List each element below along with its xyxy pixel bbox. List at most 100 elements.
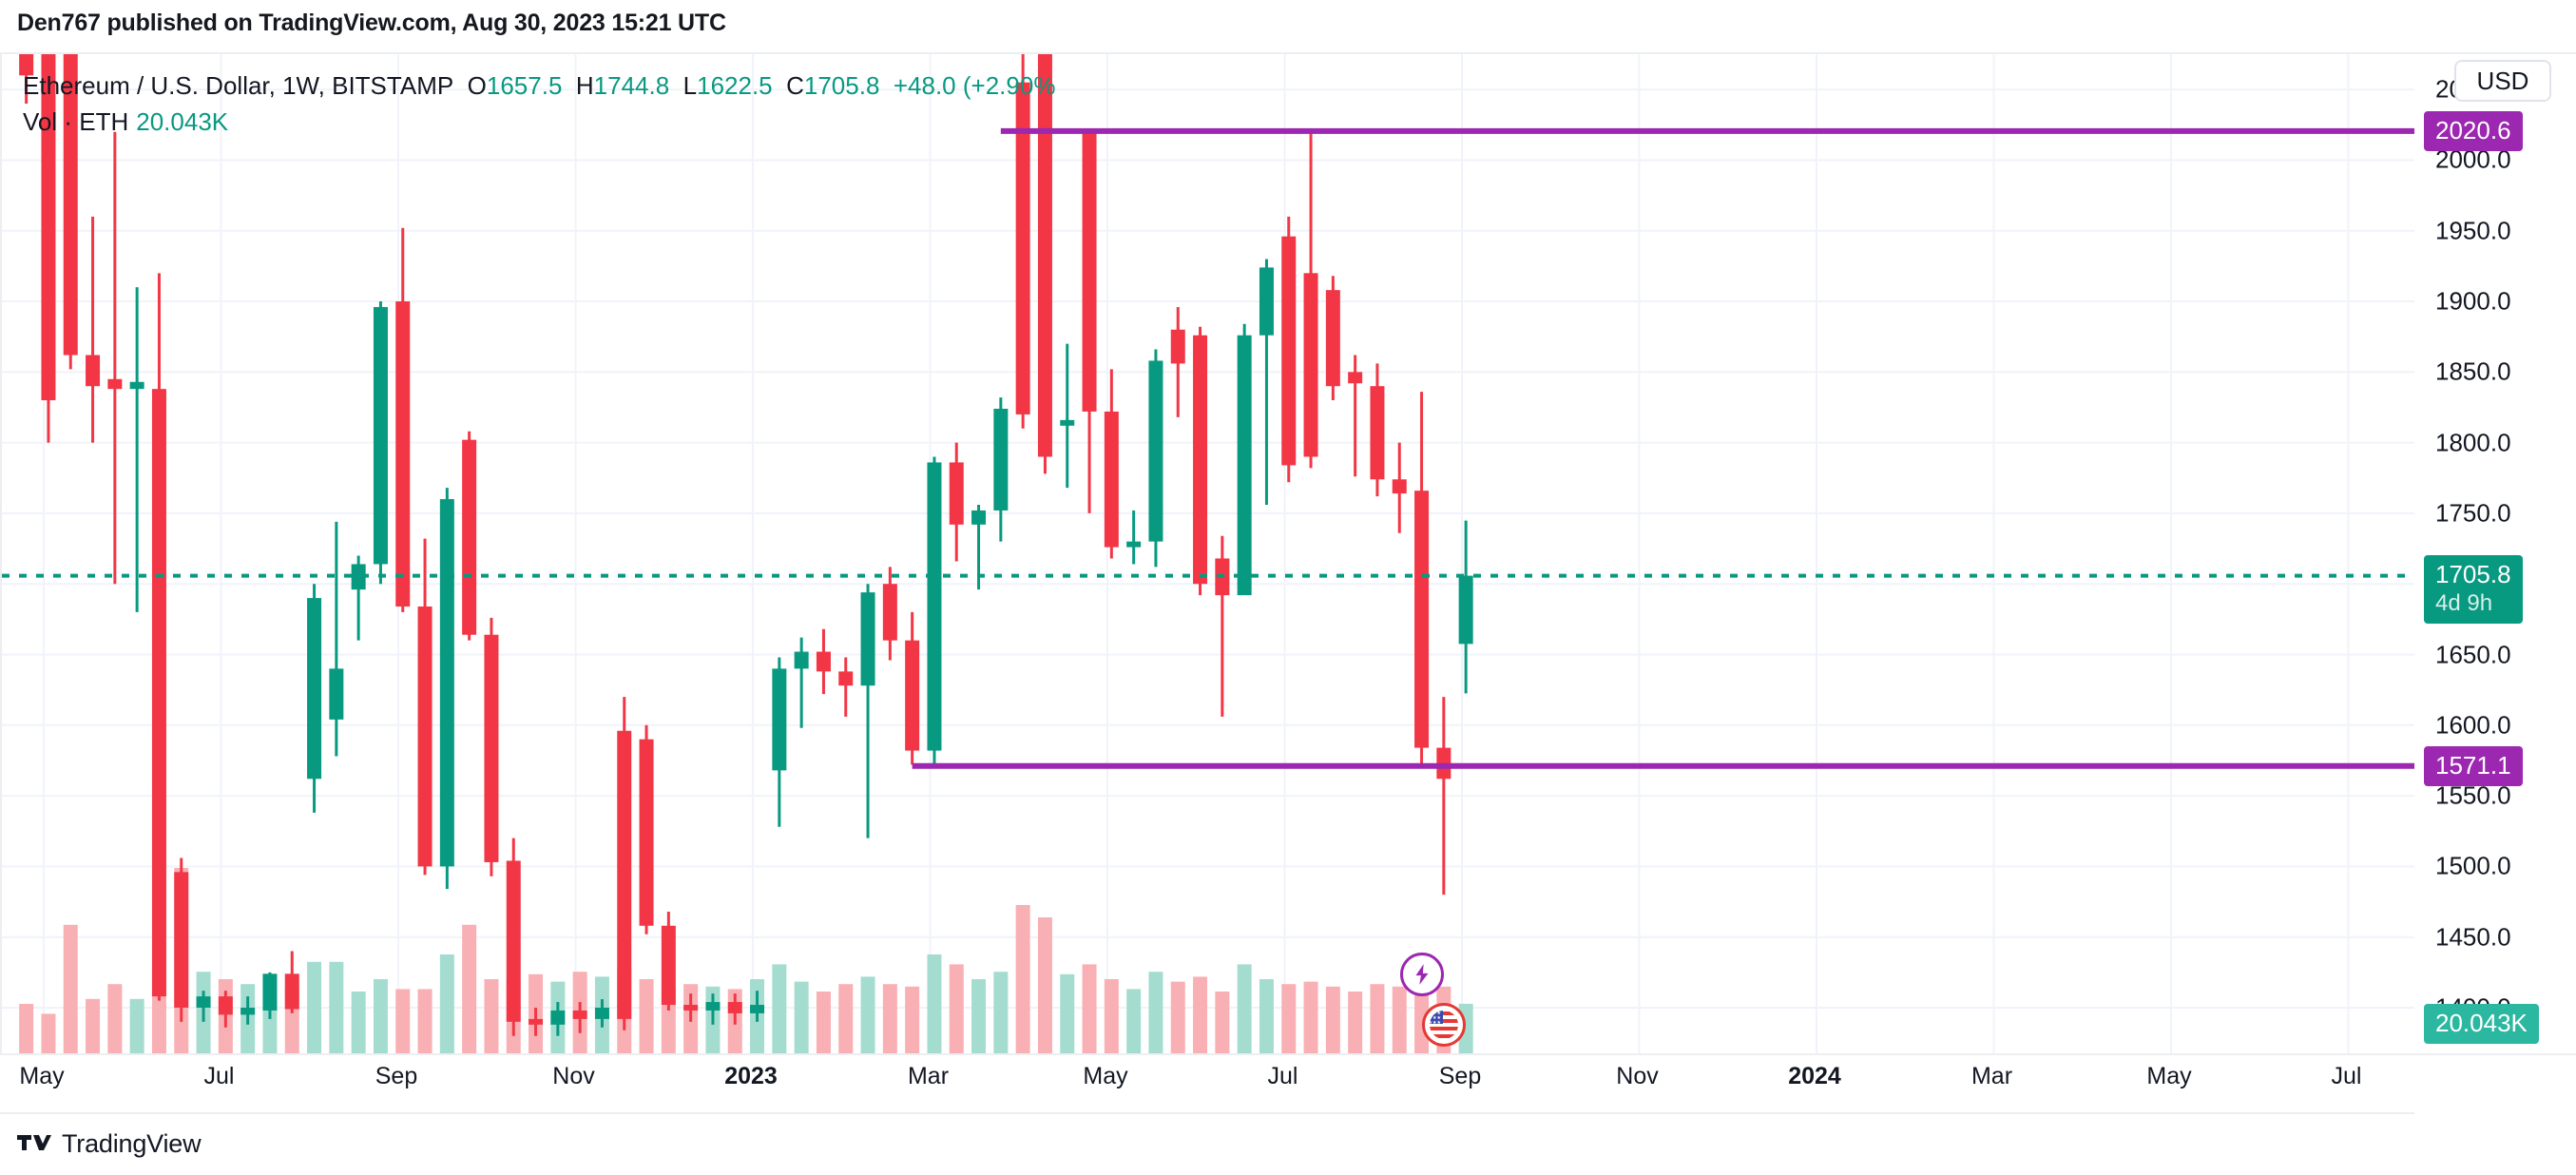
- volume-bar: [927, 954, 942, 1053]
- candle[interactable]: [1414, 392, 1430, 765]
- candle[interactable]: [107, 131, 123, 585]
- candle[interactable]: [506, 838, 521, 1036]
- plot-area[interactable]: Ethereum / U.S. Dollar, 1W, BITSTAMP O16…: [0, 52, 2414, 1055]
- candle[interactable]: [683, 993, 699, 1022]
- resistance-price-pill[interactable]: 2020.6: [2424, 110, 2523, 151]
- candle[interactable]: [750, 991, 765, 1022]
- candle[interactable]: [816, 628, 831, 695]
- candle[interactable]: [262, 972, 278, 1019]
- economic-event-badge[interactable]: ★★★ ★★★ ★★★: [1421, 1003, 1466, 1047]
- candle[interactable]: [129, 287, 144, 612]
- candle[interactable]: [1259, 259, 1274, 506]
- candle[interactable]: [529, 1007, 544, 1036]
- time-tick-label: Jul: [1267, 1063, 1298, 1089]
- candle-body: [462, 439, 477, 635]
- support-price-pill[interactable]: 1571.1: [2424, 745, 2523, 786]
- candle[interactable]: [639, 724, 654, 934]
- candle[interactable]: [705, 993, 721, 1025]
- time-tick-label: Nov: [1616, 1063, 1659, 1089]
- candle[interactable]: [240, 996, 256, 1025]
- candle[interactable]: [927, 456, 942, 765]
- last-price-pill[interactable]: 1705.8 4d 9h: [2424, 554, 2523, 624]
- candle[interactable]: [395, 227, 411, 612]
- candle[interactable]: [1148, 349, 1163, 568]
- candle[interactable]: [1281, 216, 1297, 483]
- candle[interactable]: [417, 538, 433, 876]
- candle[interactable]: [63, 54, 78, 370]
- candle[interactable]: [1126, 510, 1142, 565]
- candle[interactable]: [19, 54, 34, 105]
- candle[interactable]: [794, 637, 809, 728]
- candle-body: [572, 1010, 587, 1019]
- price-tick-label: 1900.0: [2435, 286, 2511, 316]
- candle[interactable]: [284, 951, 299, 1013]
- candle[interactable]: [617, 697, 632, 1031]
- volume-bar: [1126, 989, 1142, 1053]
- candle[interactable]: [1303, 130, 1318, 469]
- candle[interactable]: [1193, 326, 1208, 596]
- candle[interactable]: [1215, 535, 1230, 717]
- time-scale[interactable]: May Jul Sep Nov 2023 Mar May Jul Sep Nov 2024 Mar Ma…: [0, 1055, 2414, 1114]
- candle[interactable]: [1370, 363, 1385, 497]
- volume-value-pill[interactable]: 20.043K: [2424, 1004, 2539, 1044]
- candle-body: [19, 54, 34, 76]
- candle-body: [151, 389, 166, 997]
- candle[interactable]: [439, 488, 454, 890]
- candle[interactable]: [860, 584, 875, 838]
- candle[interactable]: [594, 999, 609, 1028]
- candle[interactable]: [1436, 697, 1451, 896]
- currency-unit-button[interactable]: USD: [2454, 60, 2551, 102]
- candle[interactable]: [86, 216, 101, 443]
- candle[interactable]: [1060, 343, 1075, 489]
- candle[interactable]: [484, 617, 499, 876]
- candle[interactable]: [41, 54, 56, 443]
- candle-body: [794, 651, 809, 669]
- candle[interactable]: [151, 273, 166, 1001]
- volume-bar: [905, 986, 920, 1053]
- candle[interactable]: [462, 431, 477, 641]
- candle-body: [1348, 372, 1363, 384]
- volume-bar: [107, 984, 123, 1053]
- candle[interactable]: [905, 611, 920, 765]
- candle[interactable]: [572, 1002, 587, 1033]
- tradingview-brand[interactable]: TradingView: [17, 1129, 202, 1159]
- price-scale[interactable]: 2050.02000.01950.01900.01850.01800.01750…: [2414, 52, 2576, 1055]
- candle-body: [882, 584, 897, 641]
- candle[interactable]: [351, 555, 366, 641]
- candle[interactable]: [882, 567, 897, 661]
- candle[interactable]: [373, 301, 388, 585]
- time-tick-label: Jul: [203, 1063, 235, 1089]
- candlestick-series[interactable]: [2, 54, 2414, 1055]
- price-tick-label: 1650.0: [2435, 640, 2511, 668]
- candle[interactable]: [1237, 323, 1252, 596]
- volume-bar: [882, 984, 897, 1053]
- candle[interactable]: [550, 1002, 566, 1036]
- candle[interactable]: [1104, 369, 1119, 559]
- candle[interactable]: [218, 991, 233, 1028]
- volume-bar: [949, 964, 964, 1053]
- candle-body: [107, 378, 123, 390]
- candle-body: [927, 462, 942, 751]
- candle[interactable]: [307, 584, 322, 813]
- candle[interactable]: [1170, 306, 1185, 417]
- candle[interactable]: [993, 397, 1009, 542]
- candle[interactable]: [949, 442, 964, 562]
- volume-bar: [1215, 992, 1230, 1053]
- candle[interactable]: [772, 657, 787, 827]
- time-tick-label: May: [1083, 1063, 1128, 1089]
- candle[interactable]: [1082, 130, 1097, 513]
- candle[interactable]: [1348, 355, 1363, 477]
- candle[interactable]: [1325, 276, 1340, 401]
- candle[interactable]: [329, 521, 344, 757]
- candle[interactable]: [1015, 54, 1030, 429]
- candle[interactable]: [1392, 442, 1407, 533]
- candle[interactable]: [174, 857, 189, 1022]
- candle[interactable]: [727, 993, 742, 1025]
- candle[interactable]: [1458, 520, 1473, 694]
- candle[interactable]: [838, 657, 854, 717]
- earnings-event-badge[interactable]: [1399, 953, 1444, 996]
- candle[interactable]: [661, 911, 676, 1011]
- price-tick-label: 1450.0: [2435, 922, 2511, 952]
- candle[interactable]: [196, 991, 211, 1022]
- candle[interactable]: [1037, 54, 1052, 474]
